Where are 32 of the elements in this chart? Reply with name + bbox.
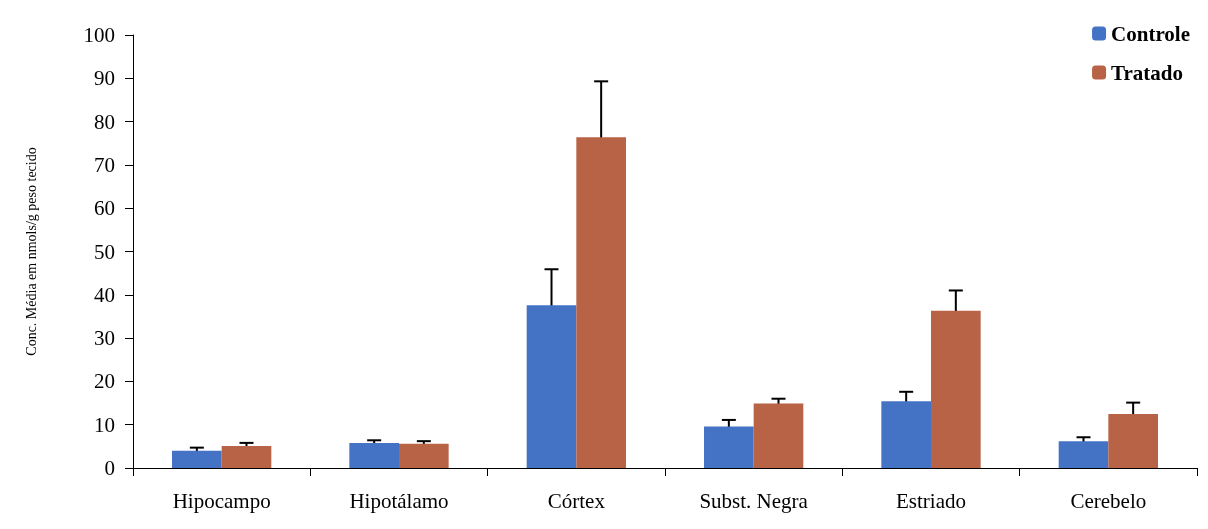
y-tick-label: 90	[94, 66, 115, 91]
y-tick-label: 60	[94, 196, 115, 221]
bar	[1108, 413, 1158, 468]
x-tick-label: Subst. Negra	[699, 488, 809, 513]
y-tick-label: 70	[94, 152, 115, 177]
bar	[1058, 441, 1109, 468]
y-tick-label: 80	[94, 109, 115, 134]
y-tick-label: 100	[83, 23, 115, 47]
bar	[931, 310, 981, 468]
y-tick-label: 10	[94, 412, 115, 437]
y-tick-label: 0	[104, 456, 115, 480]
bar	[753, 403, 804, 468]
legend-label: Tratado	[1111, 60, 1184, 85]
bar	[704, 426, 754, 468]
bar	[172, 450, 222, 468]
bar	[221, 445, 272, 468]
x-tick-label: Cerebelo	[1070, 488, 1147, 513]
y-tick-label: 50	[94, 239, 115, 264]
bar	[349, 442, 399, 468]
legend-label: Controle	[1111, 21, 1190, 46]
x-tick-label: Hipocampo	[172, 488, 271, 513]
bar	[576, 137, 626, 468]
y-tick-label: 20	[94, 369, 115, 394]
bar	[881, 401, 931, 468]
x-tick-label: Hipotálamo	[349, 488, 449, 513]
x-tick-label: Córtex	[547, 488, 606, 513]
bar	[399, 443, 449, 468]
y-tick-label: 40	[94, 282, 115, 307]
x-tick-label: Estriado	[896, 488, 966, 513]
y-tick-label: 30	[94, 326, 115, 351]
bar	[526, 305, 577, 468]
y-axis-title: Conc. Média em nmols/g peso tecido	[23, 147, 39, 356]
